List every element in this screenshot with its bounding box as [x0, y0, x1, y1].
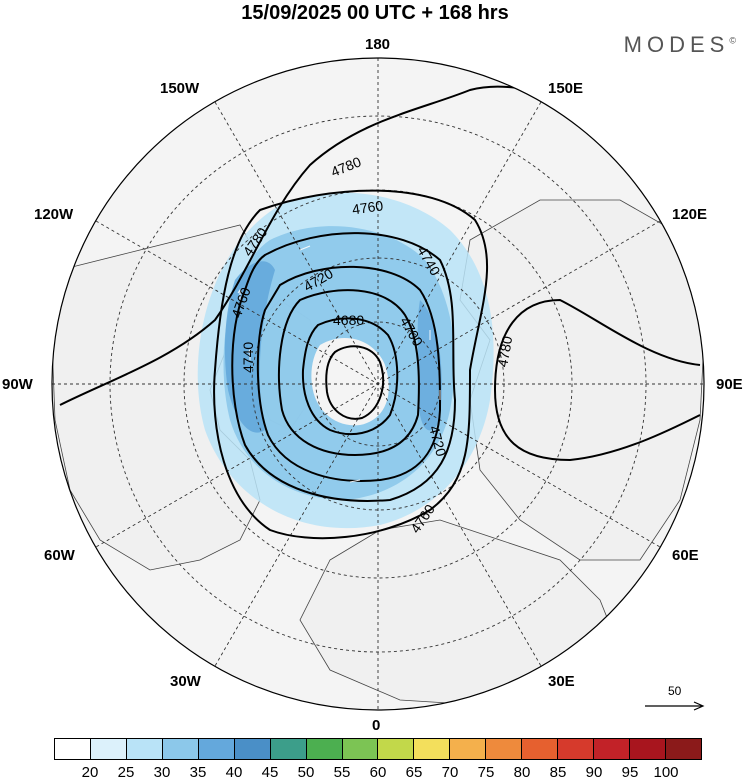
- colorbar-cell: [270, 739, 307, 759]
- contour-4720: [256, 265, 442, 482]
- wind-vector: [349, 479, 361, 483]
- colorbar-cell: [126, 739, 163, 759]
- brand-copyright: ©: [729, 35, 736, 46]
- colorbar-tick-label: 80: [513, 764, 531, 781]
- contour-4700: [278, 289, 420, 457]
- contour-label-4720-b: 4720: [426, 424, 450, 458]
- colorbar-tick-label: 70: [441, 764, 459, 781]
- colorbar-ticks: 20 25 30 35 40 45 50 55 60 65 70 75 80 85 90 95 100: [54, 764, 702, 782]
- lon-label-180: 180: [365, 36, 391, 53]
- colorbar-cell: [486, 739, 523, 759]
- colorbar-tick-label: 55: [333, 764, 351, 781]
- contour-label-4740-b: 4740: [240, 342, 256, 373]
- wind-vector: [299, 245, 311, 251]
- colorbar-tick-label: 95: [621, 764, 639, 781]
- contour-4680: [301, 317, 399, 436]
- geopotential-contours: [59, 85, 701, 540]
- colorbar-cell: [55, 739, 91, 759]
- colorbar-tick-label: 50: [297, 764, 315, 781]
- contour-4760: [213, 189, 489, 540]
- colorbar-cell: [90, 739, 127, 759]
- contour-4780-east: [493, 298, 701, 462]
- lon-label-150w: 150W: [160, 80, 200, 97]
- colorbar-tick-label: 65: [405, 764, 423, 781]
- colorbar-cell: [162, 739, 199, 759]
- brand-text: MODES: [623, 32, 730, 57]
- lon-label-60w: 60W: [44, 547, 75, 564]
- lon-label-150e: 150E: [548, 80, 584, 97]
- brand-logo: MODES©: [624, 32, 736, 58]
- colorbar-tick-label: 90: [585, 764, 603, 781]
- contour-label-4760: 4760: [351, 197, 384, 217]
- colorbar-cell: [558, 739, 595, 759]
- colorbar-cell: [414, 739, 451, 759]
- contour-4740: [231, 232, 457, 502]
- colorbar-tick-label: 40: [225, 764, 243, 781]
- colorbar-cell: [522, 739, 559, 759]
- lon-label-90w: 90W: [2, 376, 33, 393]
- contour-4780-west: [59, 85, 561, 406]
- colorbar-tick-label: 60: [369, 764, 387, 781]
- lon-label-120e: 120E: [672, 206, 708, 223]
- colorbar-cell: [630, 739, 666, 759]
- map-border: [51, 57, 705, 711]
- colorbar: [54, 738, 702, 760]
- map-title: 15/09/2025 00 UTC + 168 hrs: [241, 2, 509, 24]
- colorbar-tick-label: 100: [653, 764, 679, 781]
- colorbar-cell: [342, 739, 379, 759]
- shading-jet-west: [224, 261, 275, 433]
- colorbar-cell: [234, 739, 271, 759]
- lon-label-60e: 60E: [672, 547, 699, 564]
- lon-label-90e: 90E: [716, 376, 743, 393]
- colorbar-tick-label: 20: [81, 764, 99, 781]
- colorbar-tick-label: 25: [117, 764, 135, 781]
- colorbar-tick-label: 75: [477, 764, 495, 781]
- meridians: [52, 58, 704, 710]
- colorbar-cell: [306, 739, 343, 759]
- colorbar-cell: [594, 739, 630, 759]
- colorbar-cell: [198, 739, 235, 759]
- colorbar-cell: [378, 739, 415, 759]
- colorbar-cell: [450, 739, 487, 759]
- colorbar-tick-label: 85: [549, 764, 567, 781]
- wind-vector: [247, 349, 253, 360]
- contour-label-4780-c: 4780: [494, 335, 515, 369]
- contour-inner: [325, 345, 385, 420]
- colorbar-tick-label: 45: [261, 764, 279, 781]
- arrow-right-icon: [645, 701, 705, 711]
- colorbar-cell: [665, 739, 701, 759]
- contour-label-4680: 4680: [333, 312, 364, 328]
- meridian: [95, 220, 661, 548]
- colorbar-tick-label: 30: [153, 764, 171, 781]
- wind-vector: [237, 289, 243, 300]
- lon-label-0: 0: [372, 717, 381, 734]
- wind-reference-label: 50: [668, 684, 682, 698]
- lon-label-30w: 30W: [170, 673, 201, 690]
- lon-label-120w: 120W: [34, 206, 74, 223]
- lon-label-30e: 30E: [548, 673, 575, 690]
- wind-vectors: [237, 245, 441, 483]
- colorbar-tick-label: 35: [189, 764, 207, 781]
